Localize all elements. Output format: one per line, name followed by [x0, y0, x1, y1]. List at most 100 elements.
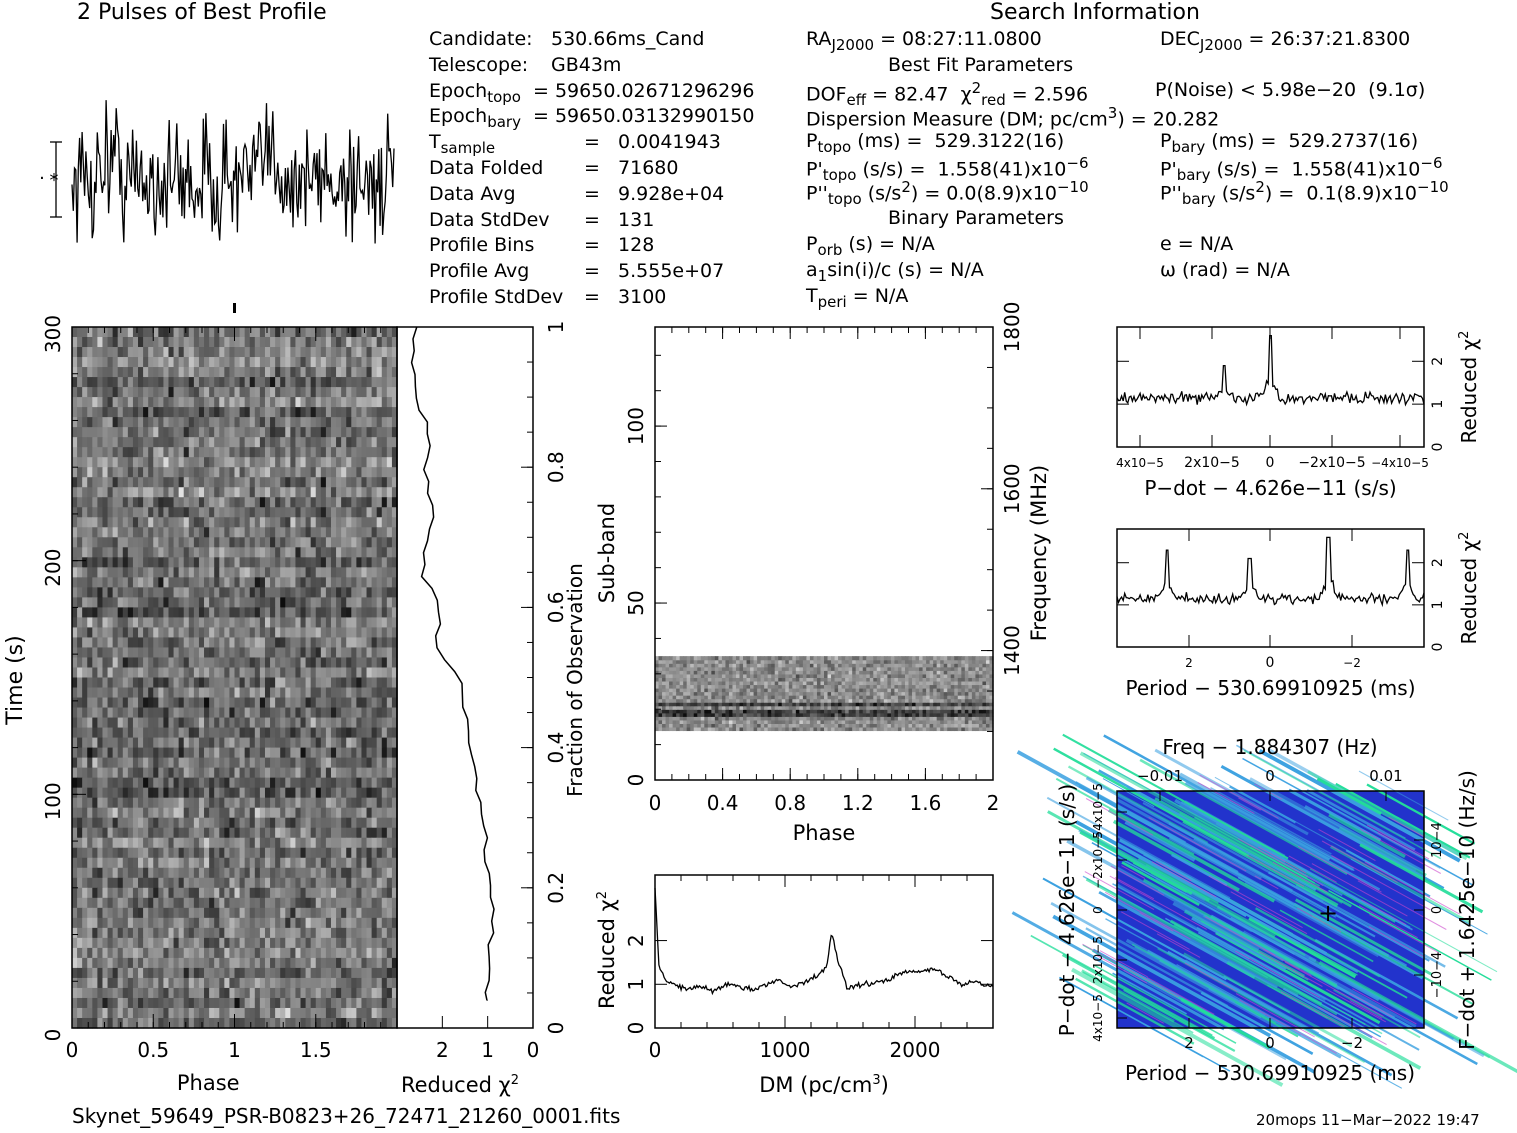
time-phase-cell — [204, 837, 210, 849]
time-phase-cell — [310, 367, 317, 378]
time-phase-cell — [320, 387, 327, 398]
time-phase-cell — [229, 567, 236, 578]
time-phase-cell — [122, 577, 129, 588]
subband-cell — [950, 719, 955, 724]
time-phase-cell — [87, 537, 93, 548]
time-phase-cell — [249, 717, 256, 729]
time-phase-cell — [92, 927, 98, 939]
time-phase-cell — [290, 677, 297, 689]
time-phase-cell — [234, 547, 241, 558]
time-phase-cell — [117, 907, 124, 919]
time-phase-cell — [336, 1007, 342, 1019]
time-phase-cell — [254, 707, 261, 719]
time-phase-cell — [77, 417, 83, 428]
time-phase-cell — [77, 537, 83, 548]
time-phase-cell — [325, 547, 332, 558]
time-phase-cell — [381, 797, 388, 809]
time-phase-cell — [193, 477, 200, 488]
time-phase-cell — [285, 627, 291, 639]
time-phase-cell — [112, 697, 119, 709]
time-phase-cell — [361, 517, 368, 528]
time-phase-cell — [117, 687, 124, 699]
time-phase-cell — [163, 587, 170, 598]
time-phase-cell — [168, 657, 175, 669]
time-phase-cell — [285, 677, 291, 689]
time-phase-cell — [249, 997, 256, 1009]
time-phase-cell — [341, 717, 347, 729]
time-phase-cell — [275, 517, 281, 528]
time-phase-cell — [143, 977, 149, 989]
time-phase-cell — [330, 397, 337, 408]
search-title: Search Information — [990, 0, 1200, 25]
time-phase-cell — [224, 947, 231, 959]
time-phase-cell — [295, 627, 302, 639]
time-phase-cell — [112, 817, 119, 829]
time-phase-cell — [275, 487, 281, 498]
time-phase-cell — [72, 957, 78, 969]
time-phase-cell — [386, 707, 393, 719]
time-phase-cell — [143, 537, 149, 548]
time-phase-cell — [148, 407, 154, 418]
time-phase-cell — [254, 917, 261, 929]
time-phase-cell — [280, 707, 286, 719]
time-phase-cell — [193, 977, 200, 989]
time-phase-cell — [259, 587, 266, 598]
time-phase-cell — [280, 357, 286, 368]
time-phase-cell — [229, 407, 236, 418]
time-phase-cell — [193, 657, 200, 669]
time-phase-cell — [87, 507, 93, 518]
time-phase-cell — [138, 957, 144, 969]
time-phase-cell — [163, 477, 170, 488]
time-phase-cell — [107, 907, 114, 919]
time-phase-cell — [229, 757, 236, 769]
time-phase-cell — [381, 617, 388, 629]
time-phase-cell — [214, 787, 220, 799]
time-phase-cell — [346, 817, 352, 829]
time-phase-cell — [341, 487, 347, 498]
time-phase-cell — [341, 907, 347, 919]
time-phase-cell — [346, 687, 352, 699]
time-phase-cell — [259, 787, 266, 799]
time-phase-cell — [381, 897, 388, 909]
time-phase-cell — [148, 597, 154, 608]
time-phase-cell — [112, 327, 119, 338]
time-phase-cell — [143, 637, 149, 649]
time-phase-cell — [376, 447, 383, 458]
time-phase-cell — [346, 657, 352, 669]
time-phase-cell — [102, 627, 109, 639]
time-phase-cell — [77, 917, 83, 929]
time-phase-cell — [264, 617, 271, 629]
subband-cell — [852, 723, 857, 728]
time-phase-cell — [188, 557, 195, 568]
time-phase-cell — [158, 797, 165, 809]
time-phase-cell — [112, 917, 119, 929]
time-phase-cell — [341, 467, 347, 478]
time-phase-cell — [264, 547, 271, 558]
time-phase-cell — [219, 767, 225, 779]
time-phase-cell — [254, 557, 261, 568]
time-phase-cell — [315, 407, 322, 418]
time-phase-cell — [330, 867, 337, 879]
time-phase-cell — [72, 757, 78, 769]
time-phase-ytick-label: 300 — [41, 315, 65, 353]
time-phase-cell — [198, 837, 205, 849]
time-phase-cell — [346, 907, 352, 919]
time-phase-cell — [270, 407, 276, 418]
time-phase-cell — [264, 657, 271, 669]
time-phase-cell — [193, 347, 200, 358]
time-phase-cell — [168, 747, 175, 759]
time-phase-cell — [356, 757, 363, 769]
time-phase-cell — [351, 787, 357, 799]
time-phase-cell — [270, 877, 276, 889]
time-phase-cell — [209, 557, 215, 568]
time-phase-cell — [209, 797, 215, 809]
time-phase-cell — [325, 987, 332, 999]
subband-cell — [961, 726, 966, 732]
time-phase-cell — [112, 417, 119, 428]
time-phase-cell — [249, 437, 256, 448]
time-phase-cell — [198, 537, 205, 548]
subband-cell — [873, 719, 878, 724]
time-phase-cell — [249, 887, 256, 899]
time-phase-cell — [224, 557, 231, 568]
time-phase-cell — [204, 887, 210, 899]
